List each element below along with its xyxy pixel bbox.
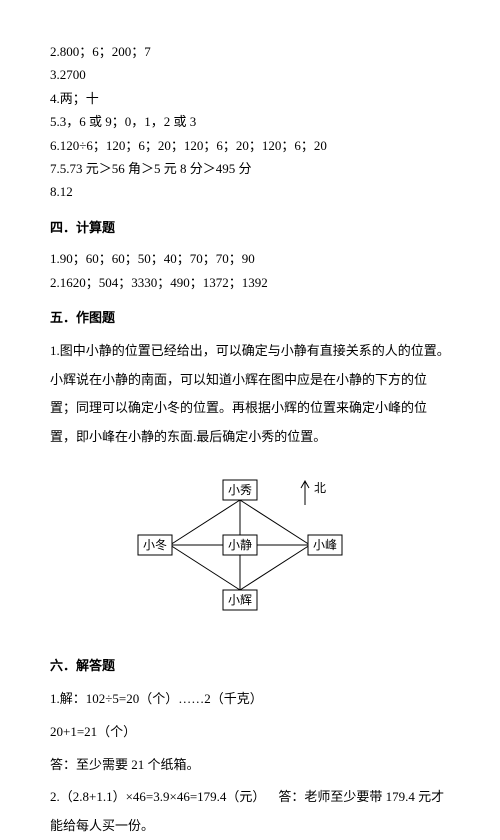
- node-bottom-label: 小辉: [228, 593, 252, 607]
- section-6-body: 1.解：102÷5=20（个）……2（千克） 20+1=21（个） 答：至少需要…: [50, 685, 450, 840]
- intro-block: 2.800；6；200；7 3.2700 4.两；十 5.3，6 或 9；0，1…: [50, 40, 450, 204]
- position-diagram: 小秀 小冬 小静 小峰 小辉 北: [50, 470, 450, 632]
- node-center-label: 小静: [228, 538, 252, 552]
- intro-line: 3.2700: [50, 63, 450, 86]
- section-5-paragraph: 1.图中小静的位置已经给出，可以确定与小静有直接关系的人的位置。小辉说在小静的南…: [50, 337, 450, 451]
- node-right-label: 小峰: [313, 538, 337, 552]
- answer-line: 20+1=21（个）: [50, 718, 450, 747]
- compass-label: 北: [314, 481, 326, 495]
- calc-line: 2.1620；504；3330；490；1372；1392: [50, 271, 450, 294]
- intro-line: 4.两；十: [50, 87, 450, 110]
- node-top-label: 小秀: [228, 483, 252, 497]
- intro-line: 5.3，6 或 9；0，1，2 或 3: [50, 110, 450, 133]
- section-4-body: 1.90；60；60；50；40；70；70；90 2.1620；504；333…: [50, 247, 450, 294]
- section-5-heading: 五．作图题: [50, 306, 450, 329]
- section-6-heading: 六．解答题: [50, 654, 450, 677]
- calc-line: 1.90；60；60；50；40；70；70；90: [50, 247, 450, 270]
- node-left-label: 小冬: [143, 537, 167, 552]
- intro-line: 2.800；6；200；7: [50, 40, 450, 63]
- intro-line: 8.12: [50, 180, 450, 203]
- answer-line: 2.（2.8+1.1）×46=3.9×46=179.4（元） 答：老师至少要带 …: [50, 783, 450, 840]
- answer-line: 1.解：102÷5=20（个）……2（千克）: [50, 685, 450, 714]
- intro-line: 7.5.73 元＞56 角＞5 元 8 分＞495 分: [50, 157, 450, 180]
- diagram-svg: 小秀 小冬 小静 小峰 小辉 北: [120, 470, 380, 625]
- section-4-heading: 四．计算题: [50, 216, 450, 239]
- answer-line: 答：至少需要 21 个纸箱。: [50, 751, 450, 780]
- intro-line: 6.120÷6；120；6；20；120；6；20；120；6；20: [50, 134, 450, 157]
